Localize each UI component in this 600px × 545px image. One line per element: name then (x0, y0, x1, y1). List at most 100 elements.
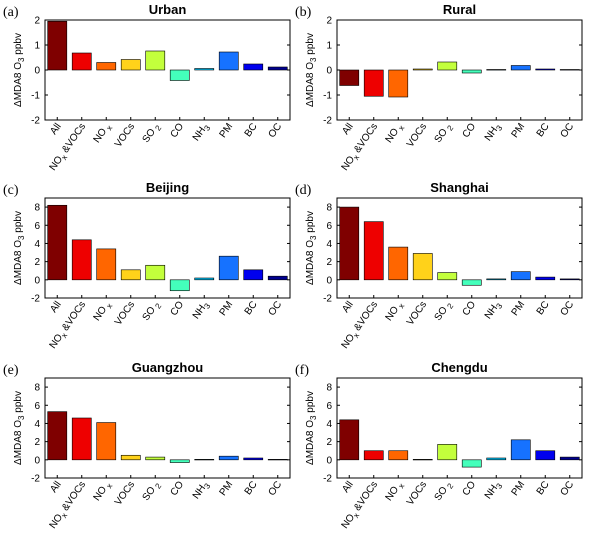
y-tick-label: 4 (326, 419, 332, 430)
bar-nox-and-vocs (364, 222, 383, 280)
bar-vocs (121, 270, 140, 280)
x-tick-label: CO (169, 479, 187, 498)
label-part: VOCs (113, 479, 137, 507)
label-part: All (340, 299, 355, 314)
y-tick-label: -2 (323, 116, 332, 127)
label-part: ΔMDA8 O (13, 240, 24, 285)
bar-bc (244, 458, 263, 460)
y-tick-label: 4 (34, 239, 40, 250)
x-tick-label: BC (535, 479, 552, 497)
y-tick-label: 2 (34, 437, 40, 448)
panel-title: Guangzhou (132, 360, 204, 375)
label-part: PM (510, 121, 528, 140)
bar-nh3 (487, 279, 506, 280)
bar-bc (536, 277, 555, 280)
y-tick-label: 0 (326, 66, 332, 77)
y-axis-label: ΔMDA8 O3 ppbv (13, 33, 26, 107)
y-tick-label: 6 (326, 221, 332, 232)
y-tick-label: -1 (323, 91, 332, 102)
label-part: CO (461, 479, 479, 498)
bar-nox-and-vocs (72, 240, 91, 280)
y-tick-label: 2 (326, 437, 332, 448)
label-part: PM (510, 299, 528, 318)
bar-nox (97, 63, 116, 71)
bar-all (340, 207, 359, 280)
x-tick-label: All (48, 121, 63, 136)
x-tick-label: OC (559, 299, 577, 318)
bar-nox-and-vocs (364, 451, 383, 460)
y-tick-label: -2 (31, 474, 40, 485)
bar-vocs (413, 459, 432, 460)
x-tick-label: VOCs (405, 121, 429, 149)
bar-all (48, 412, 67, 460)
bar-nh3 (487, 458, 506, 460)
bar-nox-and-vocs (364, 70, 383, 96)
bar-so2 (146, 265, 165, 280)
panel-title: Rural (443, 2, 476, 17)
bar-nox (97, 423, 116, 460)
x-tick-label: BC (535, 299, 552, 317)
label-part: BC (535, 479, 552, 497)
bar-nox (97, 249, 116, 280)
y-tick-label: 6 (326, 401, 332, 412)
y-tick-label: -2 (323, 474, 332, 485)
bar-nh3 (195, 278, 214, 280)
x-tick-label: VOCs (113, 299, 137, 327)
y-axis-label: ΔMDA8 O3 ppbv (13, 211, 26, 285)
x-tick-label: PM (510, 479, 528, 498)
y-axis-label: ΔMDA8 O3 ppbv (305, 211, 318, 285)
bar-nh3 (195, 69, 214, 71)
panel-letter: (b) (295, 5, 312, 20)
x-tick-label: OC (267, 479, 285, 498)
bar-pm (219, 52, 238, 70)
label-part: OC (267, 121, 285, 140)
bar-vocs (121, 60, 140, 71)
bar-co (462, 70, 481, 73)
bar-nox (389, 247, 408, 280)
x-tick-label: OC (267, 121, 285, 140)
bar-oc (268, 459, 287, 460)
label-part: ΔMDA8 O (305, 420, 316, 465)
x-tick-label: PM (510, 121, 528, 140)
bar-pm (219, 256, 238, 280)
panel-letter: (f) (295, 363, 309, 378)
bar-vocs (121, 455, 140, 460)
bar-nh3 (195, 459, 214, 460)
y-tick-label: -2 (323, 294, 332, 305)
bar-co (462, 460, 481, 467)
label-part: VOCs (405, 479, 429, 507)
label-part: &VOCs (350, 479, 380, 515)
panel-letter: (a) (3, 5, 19, 20)
label-part: OC (559, 121, 577, 140)
label-part: OC (559, 299, 577, 318)
y-tick-label: 0 (34, 455, 40, 466)
label-part: CO (169, 299, 187, 318)
panel-title: Beijing (146, 180, 189, 195)
label-part: CO (461, 121, 479, 140)
label-part: &VOCs (58, 121, 88, 157)
label-part: BC (243, 121, 260, 139)
label-part: CO (461, 299, 479, 318)
y-tick-label: 4 (34, 419, 40, 430)
x-tick-label: SO 2 (141, 479, 164, 504)
x-tick-label: CO (461, 299, 479, 318)
x-tick-label: NH3 (483, 479, 505, 502)
x-tick-label: BC (243, 121, 260, 139)
bar-bc (536, 451, 555, 460)
label-part: PM (218, 121, 236, 140)
bar-vocs (413, 69, 432, 70)
x-tick-label: All (48, 299, 63, 314)
x-tick-label: NH3 (191, 121, 213, 144)
x-tick-label: PM (218, 299, 236, 318)
bar-bc (244, 64, 263, 70)
label-part: CO (169, 121, 187, 140)
y-axis-label: ΔMDA8 O3 ppbv (13, 391, 26, 465)
label-part: ppbv (305, 211, 316, 235)
label-part: OC (559, 479, 577, 498)
x-tick-label: All (340, 479, 355, 494)
bar-co (170, 280, 189, 291)
y-tick-label: 6 (34, 401, 40, 412)
label-part: ppbv (13, 33, 24, 57)
x-tick-label: All (340, 121, 355, 136)
x-tick-label: SO 2 (141, 299, 164, 324)
